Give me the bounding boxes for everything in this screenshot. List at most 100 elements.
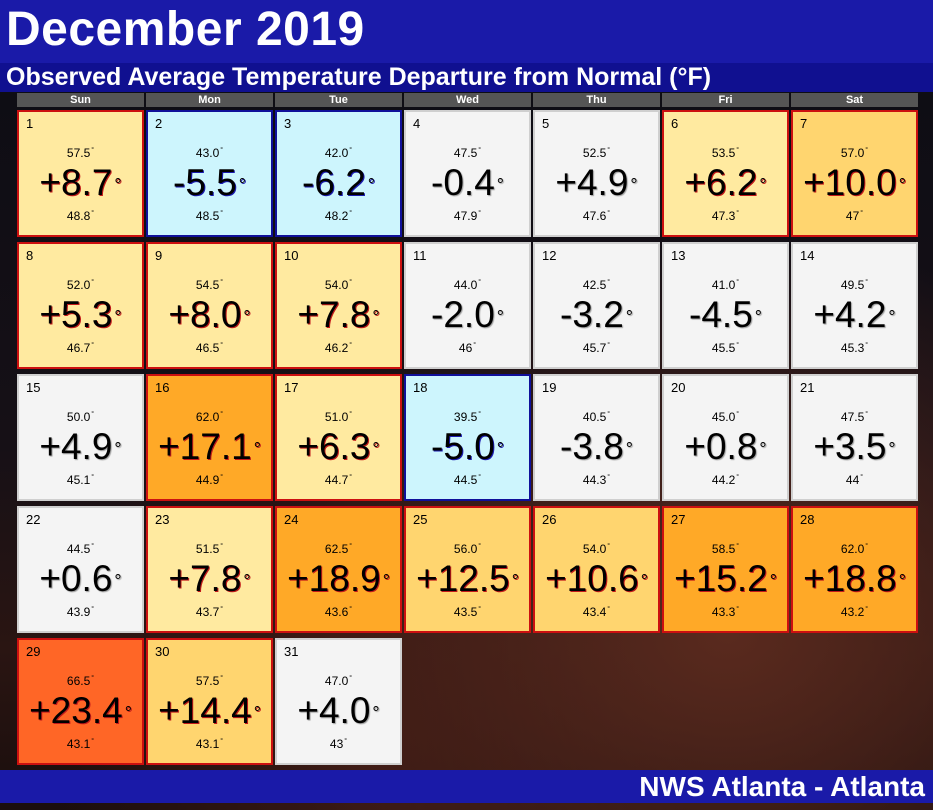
footer-credit: NWS Atlanta - Atlanta: [639, 771, 925, 802]
day-number: 8: [26, 248, 34, 263]
average-temperature: 44.0°: [453, 278, 482, 292]
day-number: 5: [542, 116, 550, 131]
temperature-departure: +23.4 °: [29, 690, 132, 731]
temperature-departure: +7.8 °: [297, 294, 380, 335]
subtitle-bar: Observed Average Temperature Departure f…: [0, 63, 933, 92]
average-temperature: 51.5°: [195, 542, 224, 556]
day-number: 27: [671, 512, 686, 527]
temperature-departure: +4.2 °: [813, 294, 896, 335]
day-cell: 4 47.5° -0.4 ° 47.9°: [404, 110, 531, 237]
day-cell: 23 51.5° +7.8 ° 43.7°: [146, 506, 273, 633]
average-temperature: 66.5°: [66, 674, 95, 688]
normal-temperature: 44.3°: [582, 473, 611, 487]
normal-temperature: 45.7°: [582, 341, 611, 355]
average-temperature: 45.0°: [711, 410, 740, 424]
average-temperature: 49.5°: [840, 278, 869, 292]
day-number: 3: [284, 116, 292, 131]
normal-temperature: 43.3°: [711, 605, 740, 619]
average-temperature: 42.0°: [324, 146, 353, 160]
day-cell: 2 43.0° -5.5 ° 48.5°: [146, 110, 273, 237]
average-temperature: 39.5°: [453, 410, 482, 424]
temperature-departure: +3.5 °: [813, 426, 896, 467]
temperature-departure: +5.3 °: [39, 294, 122, 335]
temperature-departure: +4.9 °: [39, 426, 122, 467]
day-cell: 17 51.0° +6.3 ° 44.7°: [275, 374, 402, 501]
temperature-departure: -5.0 °: [431, 426, 504, 467]
average-temperature: 44.5°: [66, 542, 95, 556]
dow-sat: Sat: [791, 93, 918, 107]
day-cell: 13 41.0° -4.5 ° 45.5°: [662, 242, 789, 369]
normal-temperature: 47°: [845, 209, 864, 223]
day-number: 15: [26, 380, 41, 395]
day-number: 11: [413, 248, 427, 263]
temperature-departure: +10.0 °: [803, 162, 906, 203]
average-temperature: 57.5°: [195, 674, 224, 688]
day-cell: 30 57.5° +14.4 ° 43.1°: [146, 638, 273, 765]
day-number: 16: [155, 380, 170, 395]
average-temperature: 47.5°: [453, 146, 482, 160]
normal-temperature: 44.9°: [195, 473, 224, 487]
temperature-departure: +0.6 °: [39, 558, 122, 599]
average-temperature: 57.5°: [66, 146, 95, 160]
day-number: 17: [284, 380, 299, 395]
average-temperature: 47.0°: [324, 674, 353, 688]
normal-temperature: 47.6°: [582, 209, 611, 223]
normal-temperature: 44.5°: [453, 473, 482, 487]
normal-temperature: 43.6°: [324, 605, 353, 619]
day-cell: 29 66.5° +23.4 ° 43.1°: [17, 638, 144, 765]
normal-temperature: 44.7°: [324, 473, 353, 487]
normal-temperature: 47.3°: [711, 209, 740, 223]
day-cell: 18 39.5° -5.0 ° 44.5°: [404, 374, 531, 501]
day-number: 20: [671, 380, 686, 395]
normal-temperature: 48.8°: [66, 209, 95, 223]
average-temperature: 62.0°: [840, 542, 869, 556]
temperature-departure: +12.5 °: [416, 558, 519, 599]
average-temperature: 50.0°: [66, 410, 95, 424]
temperature-departure: +0.8 °: [684, 426, 767, 467]
day-cell: 19 40.5° -3.8 ° 44.3°: [533, 374, 660, 501]
dow-fri: Fri: [662, 93, 789, 107]
normal-temperature: 44°: [845, 473, 864, 487]
temperature-departure: +8.0 °: [168, 294, 251, 335]
normal-temperature: 43.9°: [66, 605, 95, 619]
normal-temperature: 43°: [329, 737, 348, 751]
temperature-departure: -3.2 °: [560, 294, 633, 335]
temperature-departure: +4.9 °: [555, 162, 638, 203]
day-cell: 24 62.5° +18.9 ° 43.6°: [275, 506, 402, 633]
average-temperature: 57.0°: [840, 146, 869, 160]
normal-temperature: 46.7°: [66, 341, 95, 355]
average-temperature: 54.5°: [195, 278, 224, 292]
day-cell: 28 62.0° +18.8 ° 43.2°: [791, 506, 918, 633]
average-temperature: 52.5°: [582, 146, 611, 160]
day-cell: 5 52.5° +4.9 ° 47.6°: [533, 110, 660, 237]
temperature-departure: -5.5 °: [173, 162, 246, 203]
average-temperature: 52.0°: [66, 278, 95, 292]
average-temperature: 43.0°: [195, 146, 224, 160]
temperature-departure: -6.2 °: [302, 162, 375, 203]
temperature-departure: +7.8 °: [168, 558, 251, 599]
normal-temperature: 47.9°: [453, 209, 482, 223]
day-cell: 31 47.0° +4.0 ° 43°: [275, 638, 402, 765]
day-number: 13: [671, 248, 686, 263]
average-temperature: 40.5°: [582, 410, 611, 424]
temperature-departure: +18.9 °: [287, 558, 390, 599]
day-cell: 20 45.0° +0.8 ° 44.2°: [662, 374, 789, 501]
dow-thu: Thu: [533, 93, 660, 107]
temperature-departure: -4.5 °: [689, 294, 762, 335]
normal-temperature: 48.5°: [195, 209, 224, 223]
day-cell: 15 50.0° +4.9 ° 45.1°: [17, 374, 144, 501]
day-number: 19: [542, 380, 557, 395]
day-number: 9: [155, 248, 163, 263]
day-cell: 21 47.5° +3.5 ° 44°: [791, 374, 918, 501]
normal-temperature: 44.2°: [711, 473, 740, 487]
normal-temperature: 46°: [458, 341, 477, 355]
average-temperature: 51.0°: [324, 410, 353, 424]
day-number: 18: [413, 380, 428, 395]
normal-temperature: 46.2°: [324, 341, 353, 355]
title-bar: December 2019: [0, 0, 933, 63]
average-temperature: 41.0°: [711, 278, 740, 292]
average-temperature: 53.5°: [711, 146, 740, 160]
temperature-departure: +10.6 °: [545, 558, 648, 599]
normal-temperature: 43.1°: [195, 737, 224, 751]
normal-temperature: 43.7°: [195, 605, 224, 619]
